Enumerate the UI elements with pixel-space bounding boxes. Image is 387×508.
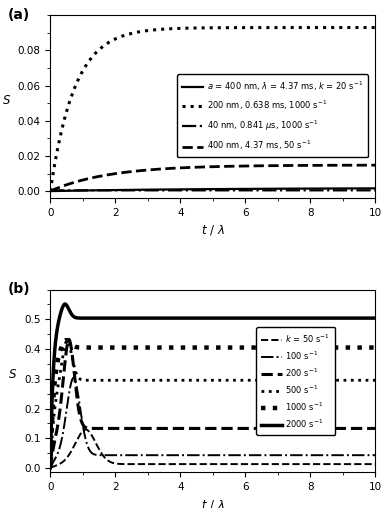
200 s$^{-1}$ — [104, 425, 109, 431]
500 s$^{-1}$ — [48, 465, 53, 471]
1000 s$^{-1}$ — [373, 344, 378, 351]
$k$ = 50 s$^{-1}$ — [104, 457, 109, 463]
500 s$^{-1}$ — [65, 337, 70, 343]
100 s$^{-1}$ — [332, 452, 336, 458]
100 s$^{-1}$ — [72, 374, 76, 380]
1000 s$^{-1}$ — [48, 465, 53, 471]
2000 s$^{-1}$ — [367, 315, 372, 321]
2000 s$^{-1}$ — [187, 315, 192, 321]
Line: $k$ = 50 s$^{-1}$: $k$ = 50 s$^{-1}$ — [50, 429, 375, 468]
Line: 1000 s$^{-1}$: 1000 s$^{-1}$ — [50, 340, 375, 468]
500 s$^{-1}$ — [173, 377, 177, 384]
1000 s$^{-1}$ — [187, 344, 192, 351]
Y-axis label: $S$: $S$ — [9, 368, 17, 381]
X-axis label: $t$ / $\lambda$: $t$ / $\lambda$ — [201, 224, 225, 237]
$k$ = 50 s$^{-1}$ — [84, 426, 88, 432]
200 s$^{-1}$ — [373, 425, 378, 431]
$k$ = 50 s$^{-1}$ — [332, 461, 336, 467]
$k$ = 50 s$^{-1}$ — [173, 461, 177, 467]
$k$ = 50 s$^{-1}$ — [373, 461, 378, 467]
Legend: $a$ = 400 nm, $\lambda$ = 4.37 ms, $k$ = 20 s$^{-1}$, 200 nm, 0.638 ms, 1000 s$^: $a$ = 400 nm, $\lambda$ = 4.37 ms, $k$ =… — [178, 74, 368, 157]
100 s$^{-1}$ — [85, 442, 90, 449]
1000 s$^{-1}$ — [332, 344, 336, 351]
Text: (b): (b) — [8, 282, 31, 296]
$k$ = 50 s$^{-1}$ — [367, 461, 372, 467]
2000 s$^{-1}$ — [173, 315, 177, 321]
2000 s$^{-1}$ — [373, 315, 378, 321]
Text: (a): (a) — [8, 8, 30, 22]
500 s$^{-1}$ — [104, 377, 109, 384]
2000 s$^{-1}$ — [63, 301, 67, 307]
$k$ = 50 s$^{-1}$ — [187, 461, 192, 467]
Y-axis label: $S$: $S$ — [2, 93, 11, 107]
100 s$^{-1}$ — [367, 452, 372, 458]
100 s$^{-1}$ — [187, 452, 192, 458]
X-axis label: $t$ / $\lambda$: $t$ / $\lambda$ — [201, 498, 225, 508]
1000 s$^{-1}$ — [85, 344, 90, 351]
$k$ = 50 s$^{-1}$ — [48, 465, 53, 471]
500 s$^{-1}$ — [85, 377, 90, 384]
500 s$^{-1}$ — [367, 377, 372, 384]
200 s$^{-1}$ — [67, 336, 72, 342]
Line: 200 s$^{-1}$: 200 s$^{-1}$ — [50, 339, 375, 468]
2000 s$^{-1}$ — [104, 315, 109, 321]
$k$ = 50 s$^{-1}$ — [85, 427, 90, 433]
1000 s$^{-1}$ — [173, 344, 177, 351]
Line: 500 s$^{-1}$: 500 s$^{-1}$ — [50, 340, 375, 468]
1000 s$^{-1}$ — [64, 337, 68, 343]
100 s$^{-1}$ — [173, 452, 177, 458]
100 s$^{-1}$ — [48, 465, 53, 471]
500 s$^{-1}$ — [332, 377, 336, 384]
Line: 100 s$^{-1}$: 100 s$^{-1}$ — [50, 377, 375, 468]
2000 s$^{-1}$ — [85, 315, 90, 321]
200 s$^{-1}$ — [85, 425, 90, 431]
200 s$^{-1}$ — [187, 425, 192, 431]
1000 s$^{-1}$ — [367, 344, 372, 351]
2000 s$^{-1}$ — [332, 315, 336, 321]
2000 s$^{-1}$ — [48, 465, 53, 471]
Legend: $k$ = 50 s$^{-1}$, 100 s$^{-1}$, 200 s$^{-1}$, 500 s$^{-1}$, 1000 s$^{-1}$, 2000: $k$ = 50 s$^{-1}$, 100 s$^{-1}$, 200 s$^… — [256, 327, 335, 435]
200 s$^{-1}$ — [367, 425, 372, 431]
100 s$^{-1}$ — [373, 452, 378, 458]
200 s$^{-1}$ — [173, 425, 177, 431]
1000 s$^{-1}$ — [104, 344, 109, 351]
500 s$^{-1}$ — [373, 377, 378, 384]
200 s$^{-1}$ — [48, 465, 53, 471]
200 s$^{-1}$ — [332, 425, 336, 431]
Line: 2000 s$^{-1}$: 2000 s$^{-1}$ — [50, 304, 375, 468]
500 s$^{-1}$ — [187, 377, 192, 384]
100 s$^{-1}$ — [104, 452, 109, 458]
